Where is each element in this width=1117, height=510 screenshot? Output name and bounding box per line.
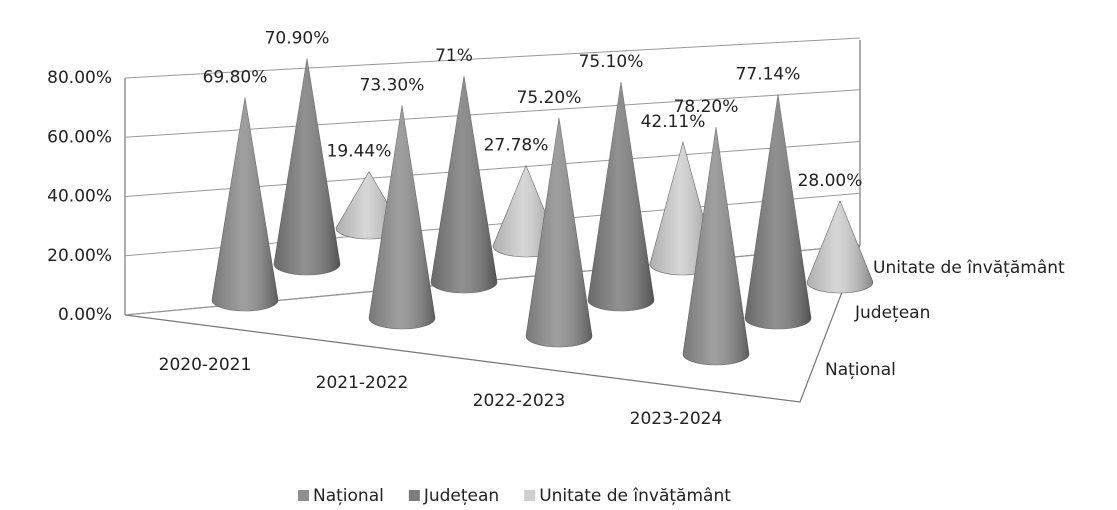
y-tick-label: 20.00%	[47, 246, 112, 266]
x-tick-label: 2020-2021	[159, 355, 252, 375]
cone-shade	[212, 97, 278, 311]
cone-shade	[526, 117, 592, 347]
value-label: 42.11%	[641, 112, 706, 132]
value-label: 75.20%	[517, 88, 582, 108]
cone-shade	[431, 76, 497, 293]
legend-label: Unitate de învățământ	[539, 486, 731, 506]
cone-shade	[807, 200, 873, 293]
cone-shade	[588, 82, 654, 312]
value-label: 27.78%	[484, 135, 549, 155]
value-label: 69.80%	[203, 68, 268, 88]
value-label: 19.44%	[327, 142, 392, 162]
value-label: 28.00%	[798, 171, 863, 191]
depth-label: Național	[825, 360, 896, 380]
value-label: 73.30%	[360, 75, 425, 95]
legend-label: Național	[313, 486, 384, 506]
cone-shade	[274, 58, 340, 275]
value-label: 71%	[435, 46, 473, 66]
legend-swatch	[408, 490, 420, 501]
depth-label: Unitate de învățământ	[873, 258, 1065, 278]
legend-swatch	[298, 490, 309, 501]
value-label: 77.14%	[736, 64, 801, 84]
value-label: 70.90%	[265, 28, 330, 48]
y-tick-label: 0.00%	[58, 305, 112, 325]
grid-line	[124, 37, 861, 79]
y-tick-label: 60.00%	[47, 127, 112, 147]
x-tick-label: 2022-2023	[473, 391, 566, 411]
cone-shade	[369, 105, 435, 330]
y-tick-label: 40.00%	[47, 187, 112, 207]
value-label: 75.10%	[579, 52, 644, 72]
legend-swatch	[524, 490, 536, 501]
y-tick-label: 80.00%	[47, 68, 112, 88]
cone-shade	[683, 127, 749, 365]
x-tick-label: 2021-2022	[316, 373, 409, 393]
grid-line	[124, 89, 861, 138]
cone-shade	[745, 94, 811, 329]
legend-label: Județean	[423, 486, 499, 506]
floor	[124, 244, 861, 403]
value-label: 78.20%	[674, 97, 739, 117]
x-tick-label: 2023-2024	[630, 409, 723, 429]
depth-label: Județean	[854, 303, 930, 323]
